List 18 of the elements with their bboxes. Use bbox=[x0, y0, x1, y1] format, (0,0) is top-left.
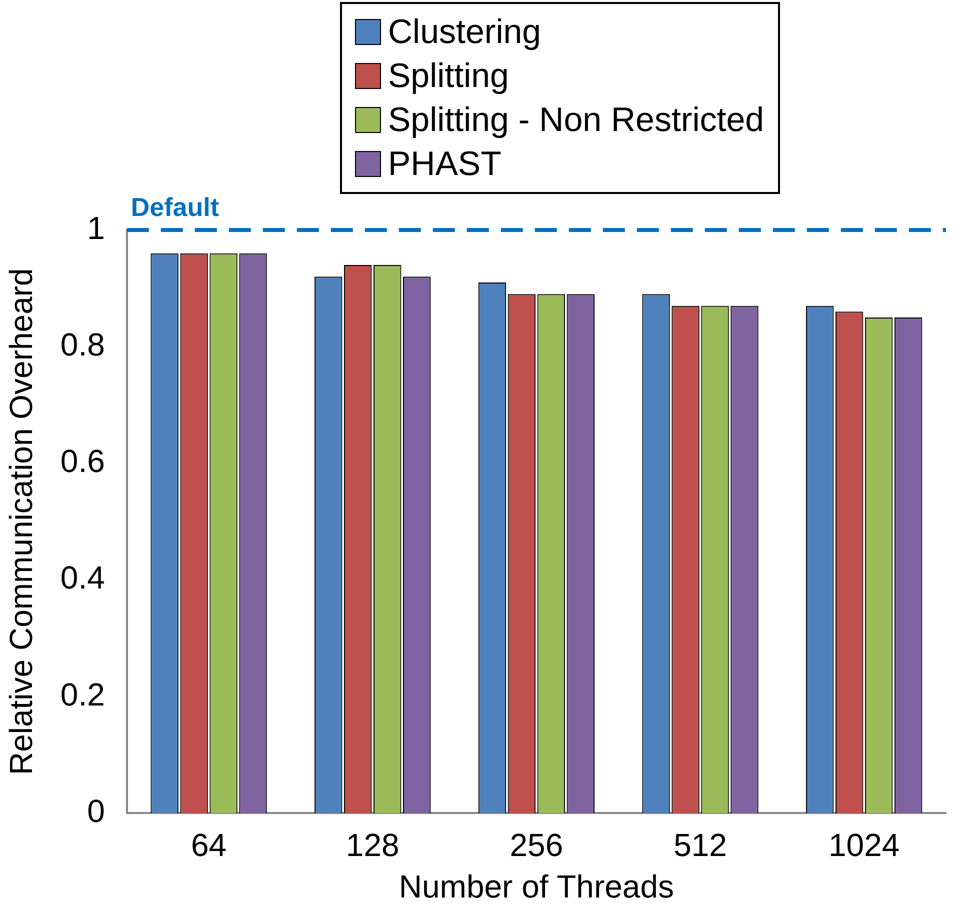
y-tick-label: 1 bbox=[87, 210, 105, 246]
y-tick-label: 0 bbox=[87, 793, 105, 830]
x-tick-label: 1024 bbox=[828, 827, 900, 864]
legend-label: Clustering bbox=[388, 12, 542, 53]
legend-label: Splitting - Non Restricted bbox=[388, 100, 764, 141]
ref-line-label: Default bbox=[130, 192, 220, 222]
legend-label: PHAST bbox=[388, 144, 502, 185]
y-tick-label: 0.4 bbox=[60, 560, 105, 596]
x-tick-label: 64 bbox=[191, 827, 227, 864]
x-axis-title: Number of Threads bbox=[398, 868, 674, 905]
x-tick-label: 256 bbox=[510, 827, 564, 864]
y-axis-title: Relative Communication Overheard bbox=[3, 268, 40, 776]
legend-label: Splitting bbox=[388, 56, 509, 97]
x-tick-label: 128 bbox=[346, 827, 400, 864]
y-tick-label: 0.2 bbox=[60, 676, 105, 712]
y-tick-label: 0.6 bbox=[60, 443, 105, 480]
x-tick-label: 512 bbox=[674, 827, 727, 864]
y-tick-label: 0.8 bbox=[60, 326, 105, 362]
